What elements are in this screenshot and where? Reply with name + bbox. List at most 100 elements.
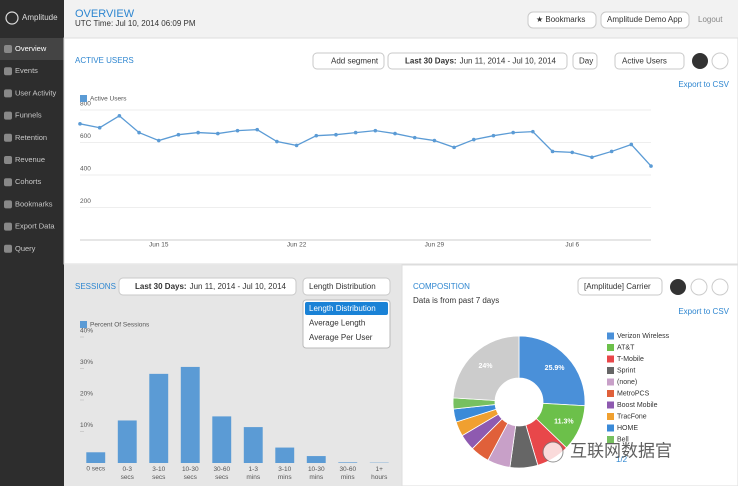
app-label[interactable]: Amplitude Demo App	[607, 15, 683, 24]
composition-chart: 25.9% Verizon Wireless 11.3% AT&T T-Mobile Sp…	[452, 332, 670, 469]
nav-item[interactable]: Revenue	[15, 155, 45, 164]
y-tick-label: 20%	[80, 391, 93, 398]
mode-label[interactable]: Length Distribution	[309, 282, 376, 291]
range-label[interactable]: Last 30 Days:	[405, 57, 457, 66]
bar	[243, 427, 263, 463]
slice-label: 25.9%	[545, 365, 566, 372]
point	[176, 132, 181, 137]
nav-icon[interactable]	[4, 222, 12, 231]
export-link[interactable]: Export to CSV	[678, 80, 729, 89]
metric-label[interactable]: Active Users	[622, 57, 667, 66]
point	[531, 129, 535, 134]
nav-item[interactable]: Export Data	[15, 222, 55, 231]
mode-button[interactable]	[302, 277, 391, 296]
y-tick-label: 600	[80, 133, 91, 140]
y-tick-label: 30%	[80, 359, 93, 366]
nav-item[interactable]: Cohorts	[15, 177, 42, 186]
nav-icon[interactable]	[4, 156, 12, 164]
line	[79, 115, 652, 167]
menu-item[interactable]: Length Distribution	[309, 304, 376, 313]
bar	[117, 420, 137, 463]
x-tick-label: 0-3 secs	[121, 466, 135, 481]
property-button[interactable]	[577, 277, 663, 296]
date-range[interactable]: Last 30 Days: Jun 11, 2014 - Jul 10, 2014	[135, 282, 287, 291]
pie-view-icon[interactable]	[670, 279, 686, 295]
date-range-button[interactable]	[387, 52, 568, 70]
legend-label: T-Mobile	[617, 356, 644, 363]
nav-icon[interactable]	[4, 178, 12, 187]
nav-item[interactable]: Query	[15, 244, 36, 253]
point	[196, 130, 200, 135]
nav-item[interactable]: Bookmarks	[15, 199, 53, 208]
bar	[149, 373, 169, 463]
line-view-icon[interactable]	[692, 53, 708, 69]
bar	[275, 447, 295, 463]
point	[137, 130, 141, 135]
page-subtitle: UTC Time: Jul 10, 2014 06:09 PM	[75, 19, 196, 28]
table-view-icon[interactable]	[711, 52, 729, 70]
point	[314, 133, 319, 138]
point	[255, 127, 260, 132]
x-tick-label: 0 secs	[86, 466, 106, 473]
legend-label: Verizon Wireless	[617, 333, 670, 340]
date-range-button[interactable]	[118, 277, 297, 296]
sessions-panel	[64, 265, 402, 486]
range-value[interactable]: Jun 11, 2014 - Jul 10, 2014	[190, 282, 287, 291]
range-label[interactable]: Last 30 Days:	[135, 282, 187, 291]
menu-item[interactable]: Average Per User	[309, 333, 373, 342]
nav-icon[interactable]	[4, 67, 12, 76]
point	[452, 145, 456, 150]
x-tick-label: Jun 22	[287, 242, 307, 249]
legend-swatch	[607, 401, 614, 409]
date-range[interactable]: Last 30 Days: Jun 11, 2014 - Jul 10, 2014	[405, 57, 557, 66]
legend-swatch	[607, 390, 614, 397]
property-label[interactable]: [Amplitude] Carrier	[584, 282, 651, 291]
legend-label: Active Users	[90, 96, 127, 103]
table-view-icon[interactable]	[711, 278, 729, 296]
add-segment-label[interactable]: Add segment	[331, 57, 379, 66]
interval-button[interactable]	[572, 52, 598, 70]
y-tick-label: 200	[80, 198, 91, 205]
legend-label: TracFone	[617, 413, 647, 420]
point	[156, 138, 161, 143]
nav-item[interactable]: Events	[15, 66, 38, 75]
bar	[306, 456, 326, 463]
point	[334, 132, 338, 137]
nav-active	[0, 38, 64, 60]
menu-item[interactable]: Average Length	[309, 319, 365, 328]
nav-item[interactable]: User Activity	[15, 88, 57, 97]
point	[590, 155, 594, 160]
export-link[interactable]: Export to CSV	[678, 307, 729, 316]
nav-icon[interactable]	[4, 89, 12, 98]
nav-icon[interactable]	[4, 200, 12, 209]
x-tick-label: Jun 29	[425, 242, 445, 249]
y-tick-label: 40%	[80, 328, 93, 335]
nav-icon[interactable]	[4, 244, 12, 253]
app-button[interactable]	[600, 11, 690, 29]
range-value[interactable]: Jun 11, 2014 - Jul 10, 2014	[460, 57, 557, 66]
point	[491, 133, 496, 138]
bookmarks-label[interactable]: ★ Bookmarks	[536, 15, 585, 24]
legend-swatch	[607, 344, 614, 351]
nav: Overview Events User Activity Funnels Retent…	[4, 44, 57, 253]
menu-highlight	[305, 302, 388, 315]
nav-item[interactable]: Funnels	[15, 111, 42, 120]
legend-swatch	[80, 95, 87, 102]
point	[275, 139, 279, 144]
point	[511, 130, 515, 135]
nav-icon[interactable]	[4, 111, 12, 120]
logout[interactable]: Logout	[698, 15, 723, 24]
nav-icon[interactable]	[4, 45, 12, 53]
legend-page[interactable]: 1/2	[616, 455, 628, 464]
add-segment-button[interactable]	[312, 52, 385, 70]
point	[649, 164, 653, 168]
bar-view-icon[interactable]	[690, 278, 708, 296]
nav-item[interactable]: Overview	[15, 44, 47, 53]
interval-label[interactable]: Day	[579, 57, 593, 66]
x-tick-label: 3-10 mins	[278, 466, 292, 481]
bookmarks-button[interactable]	[527, 11, 597, 29]
nav-item[interactable]: Retention	[15, 133, 47, 142]
nav-icon[interactable]	[4, 133, 12, 142]
metric-button[interactable]	[614, 52, 685, 70]
